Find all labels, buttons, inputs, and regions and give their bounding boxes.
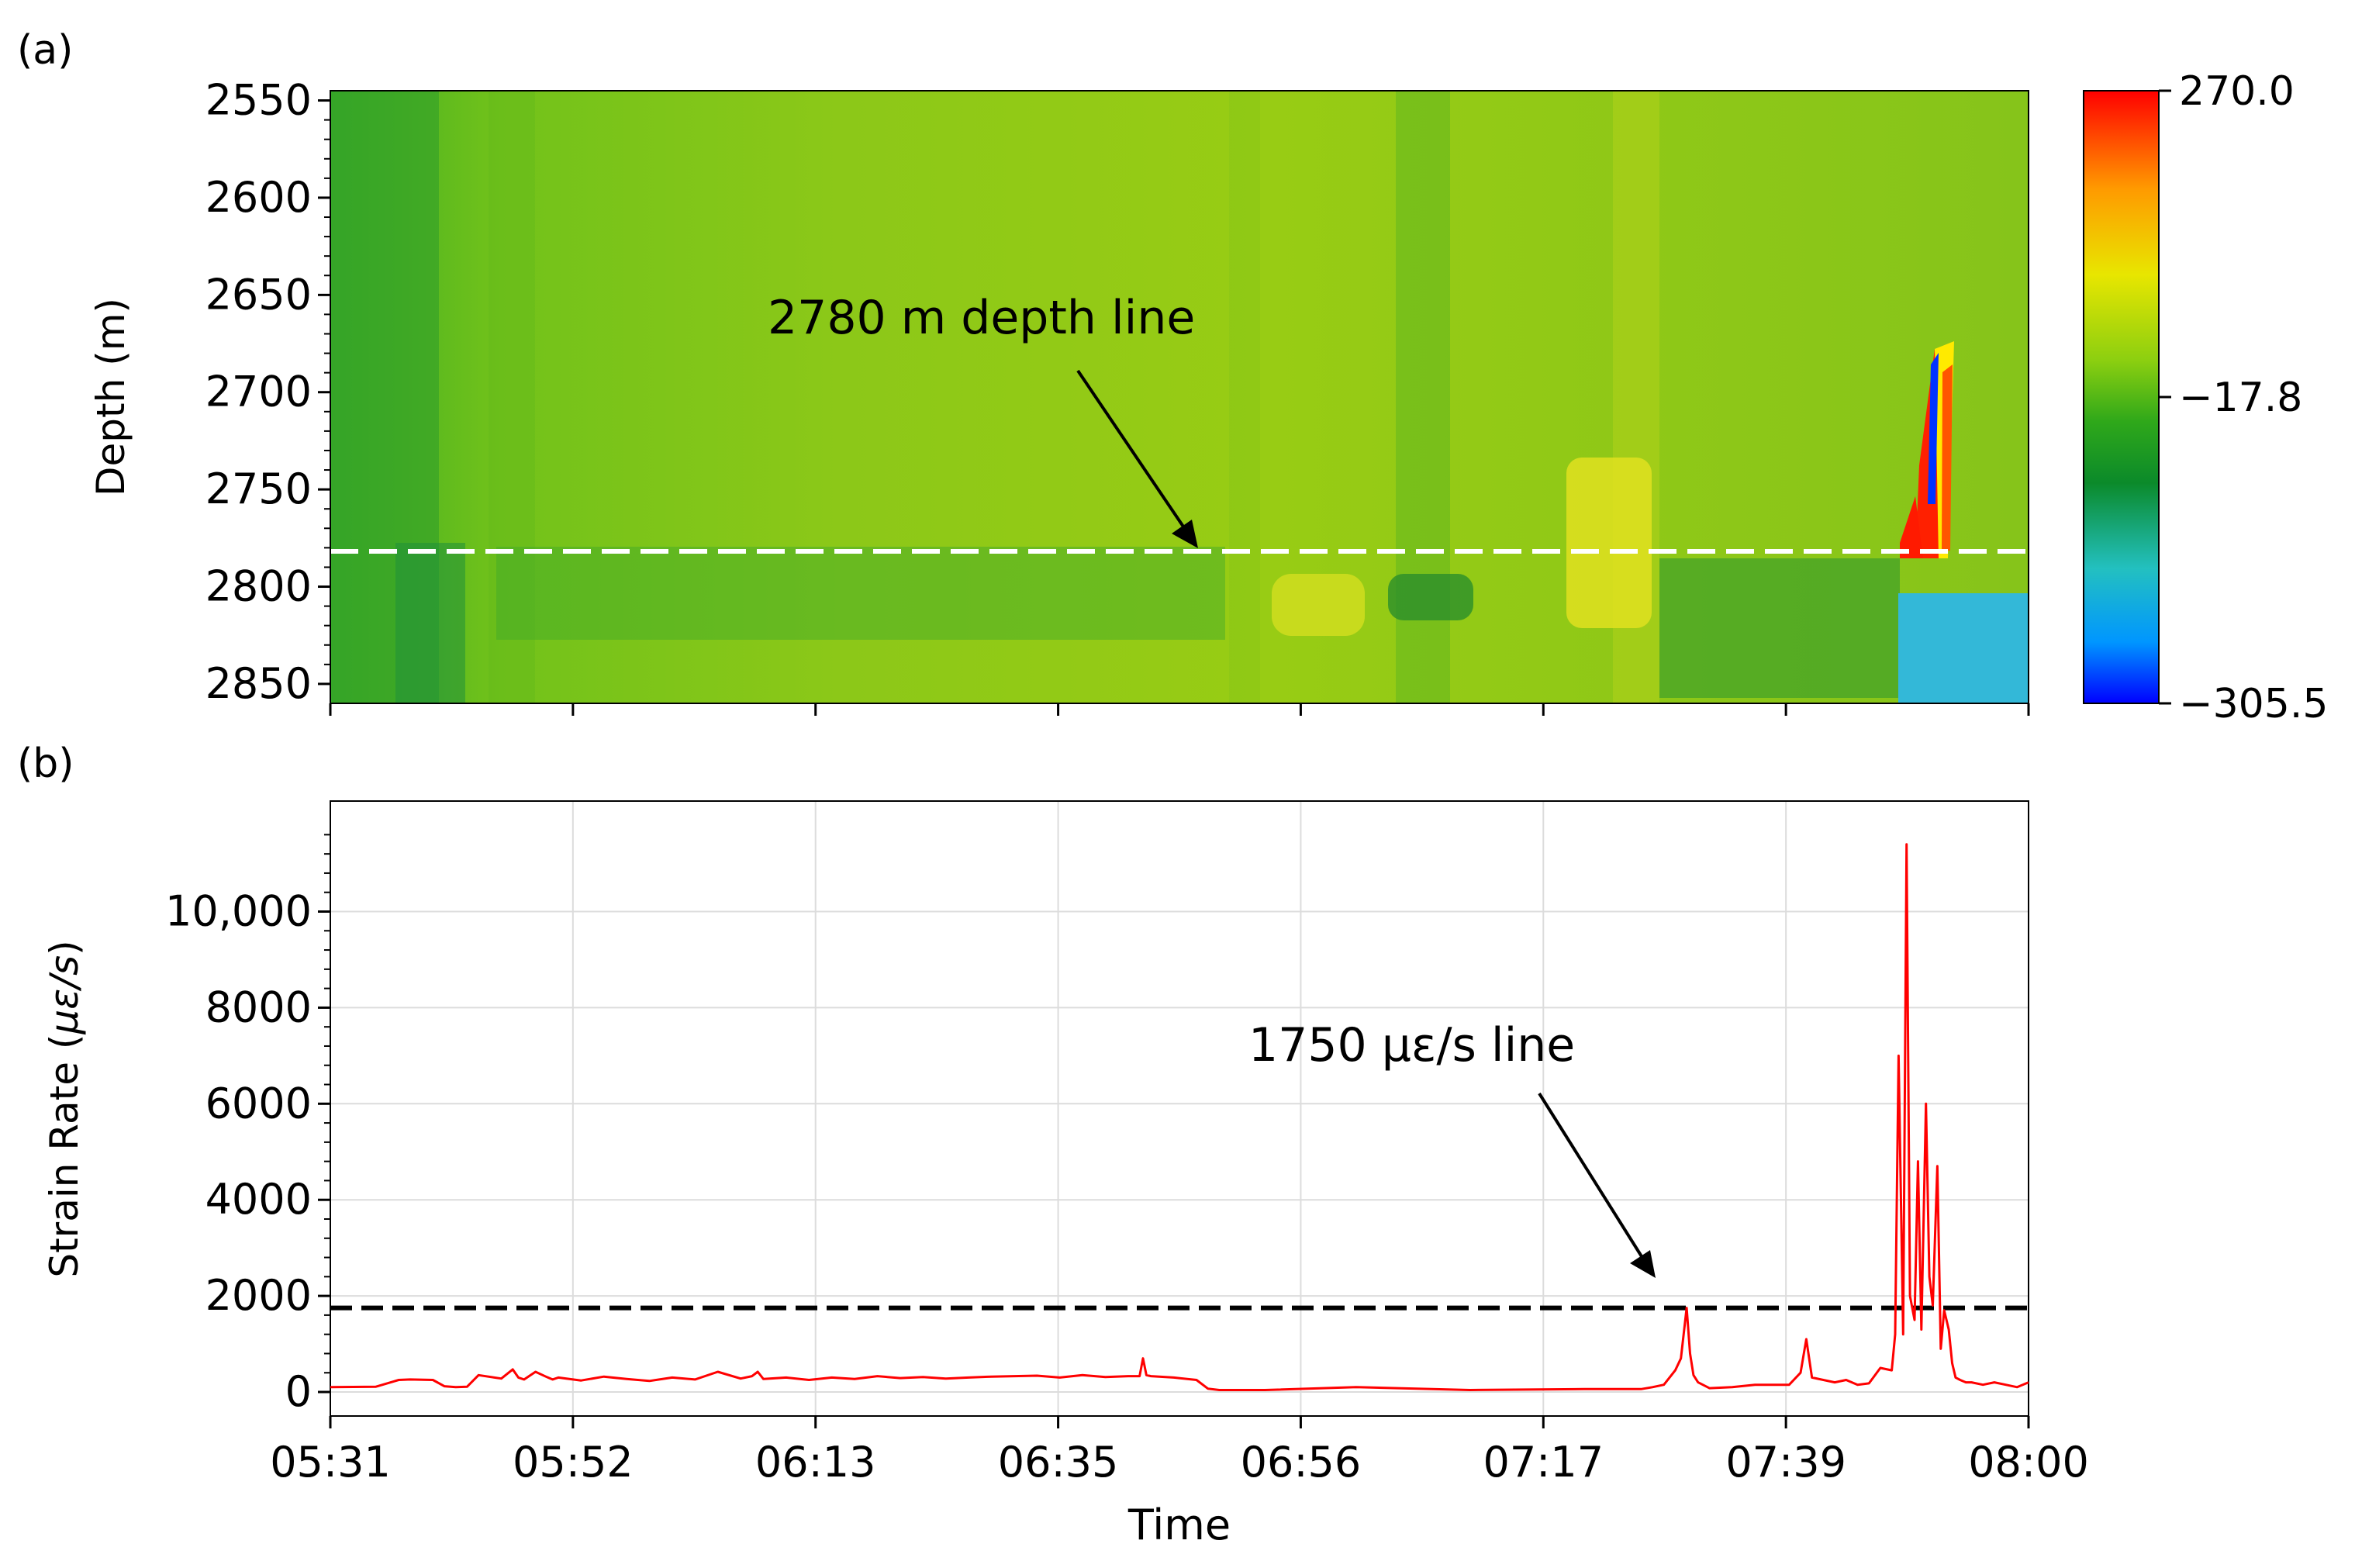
x-tick-label: 07:17 (1483, 1438, 1604, 1487)
panel-b-label: (b) (17, 741, 74, 787)
line-chart-x-label: Time (1127, 1501, 1231, 1549)
depth-line-annotation: 2780 m depth line (768, 291, 1195, 345)
x-tick-label: 06:56 (1241, 1438, 1362, 1487)
y-tick-label: 2850 (205, 659, 312, 708)
y-tick-label: 2000 (205, 1271, 312, 1320)
heatmap-x-ticks (329, 703, 2030, 716)
y-tick-label: 2600 (205, 173, 312, 222)
line-chart-grid (330, 801, 2029, 1416)
y-tick-label: 6000 (205, 1079, 312, 1128)
line-chart-frame (330, 800, 2029, 1417)
colorbar: 270.0 −17.8 −305.5 (2083, 68, 2328, 727)
colorbar-mid-label: −17.8 (2179, 375, 2302, 421)
x-tick-label: 06:13 (755, 1438, 876, 1487)
x-tick-label: 05:52 (513, 1438, 634, 1487)
heatmap-frame (330, 90, 2029, 704)
x-tick-label: 08:00 (1968, 1438, 2089, 1487)
heatmap-y-axis: 2550 2600 2650 2700 2750 2800 2850 (205, 76, 330, 708)
heatmap-band (489, 91, 535, 703)
strain-annotation-arrowhead (1630, 1250, 1656, 1278)
heatmap-y-label: Depth (m) (88, 298, 133, 496)
y-tick-label: 2550 (205, 76, 312, 125)
strain-line-annotation: 1750 με/s line (1248, 1018, 1575, 1072)
strain-annotation-arrow (1538, 1092, 1645, 1262)
heatmap-band (1229, 91, 1260, 703)
depth-annotation-arrow (1076, 369, 1188, 533)
heatmap-band (395, 543, 465, 703)
strain-rate-series (330, 843, 2029, 1391)
y-tick-label: 10,000 (165, 886, 312, 935)
colorbar-min-label: −305.5 (2179, 681, 2328, 727)
y-tick-label: 2800 (205, 562, 312, 611)
y-tick-label: 2700 (205, 368, 312, 416)
depth-annotation-arrowhead (1172, 520, 1198, 548)
x-tick-label: 07:39 (1725, 1438, 1846, 1487)
line-chart-y-label: Strain Rate (με/s) (42, 940, 87, 1277)
heatmap-hotspot (1900, 341, 1954, 558)
y-tick-label: 2650 (205, 270, 312, 319)
line-chart-y-axis: 0 2000 4000 6000 8000 10,000 (165, 834, 330, 1416)
y-tick-label: 2750 (205, 465, 312, 513)
heatmap-blue-region (1898, 593, 2029, 703)
heatmap-patch (1388, 574, 1473, 620)
heatmap-patch (1272, 574, 1365, 636)
colorbar-max-label: 270.0 (2179, 68, 2295, 115)
y-tick-label: 8000 (205, 983, 312, 1031)
line-chart-x-axis: 05:31 05:52 06:13 06:35 06:56 07:17 07:39 08:00 (270, 1416, 2089, 1487)
y-tick-label: 0 (285, 1367, 312, 1416)
colorbar-gradient (2083, 90, 2160, 704)
x-tick-label: 05:31 (270, 1438, 391, 1487)
x-tick-label: 06:35 (998, 1438, 1119, 1487)
heatmap-panel: 2550 2600 2650 2700 2750 2800 2850 Depth (m) 2… (88, 76, 2030, 716)
heatmap-noise-band (1659, 558, 1900, 698)
y-tick-label: 4000 (205, 1175, 312, 1224)
heatmap-noise-band (496, 547, 1225, 640)
heatmap-patch (1566, 458, 1652, 628)
panel-a-label: (a) (17, 27, 73, 74)
heatmap-image (330, 91, 2029, 703)
